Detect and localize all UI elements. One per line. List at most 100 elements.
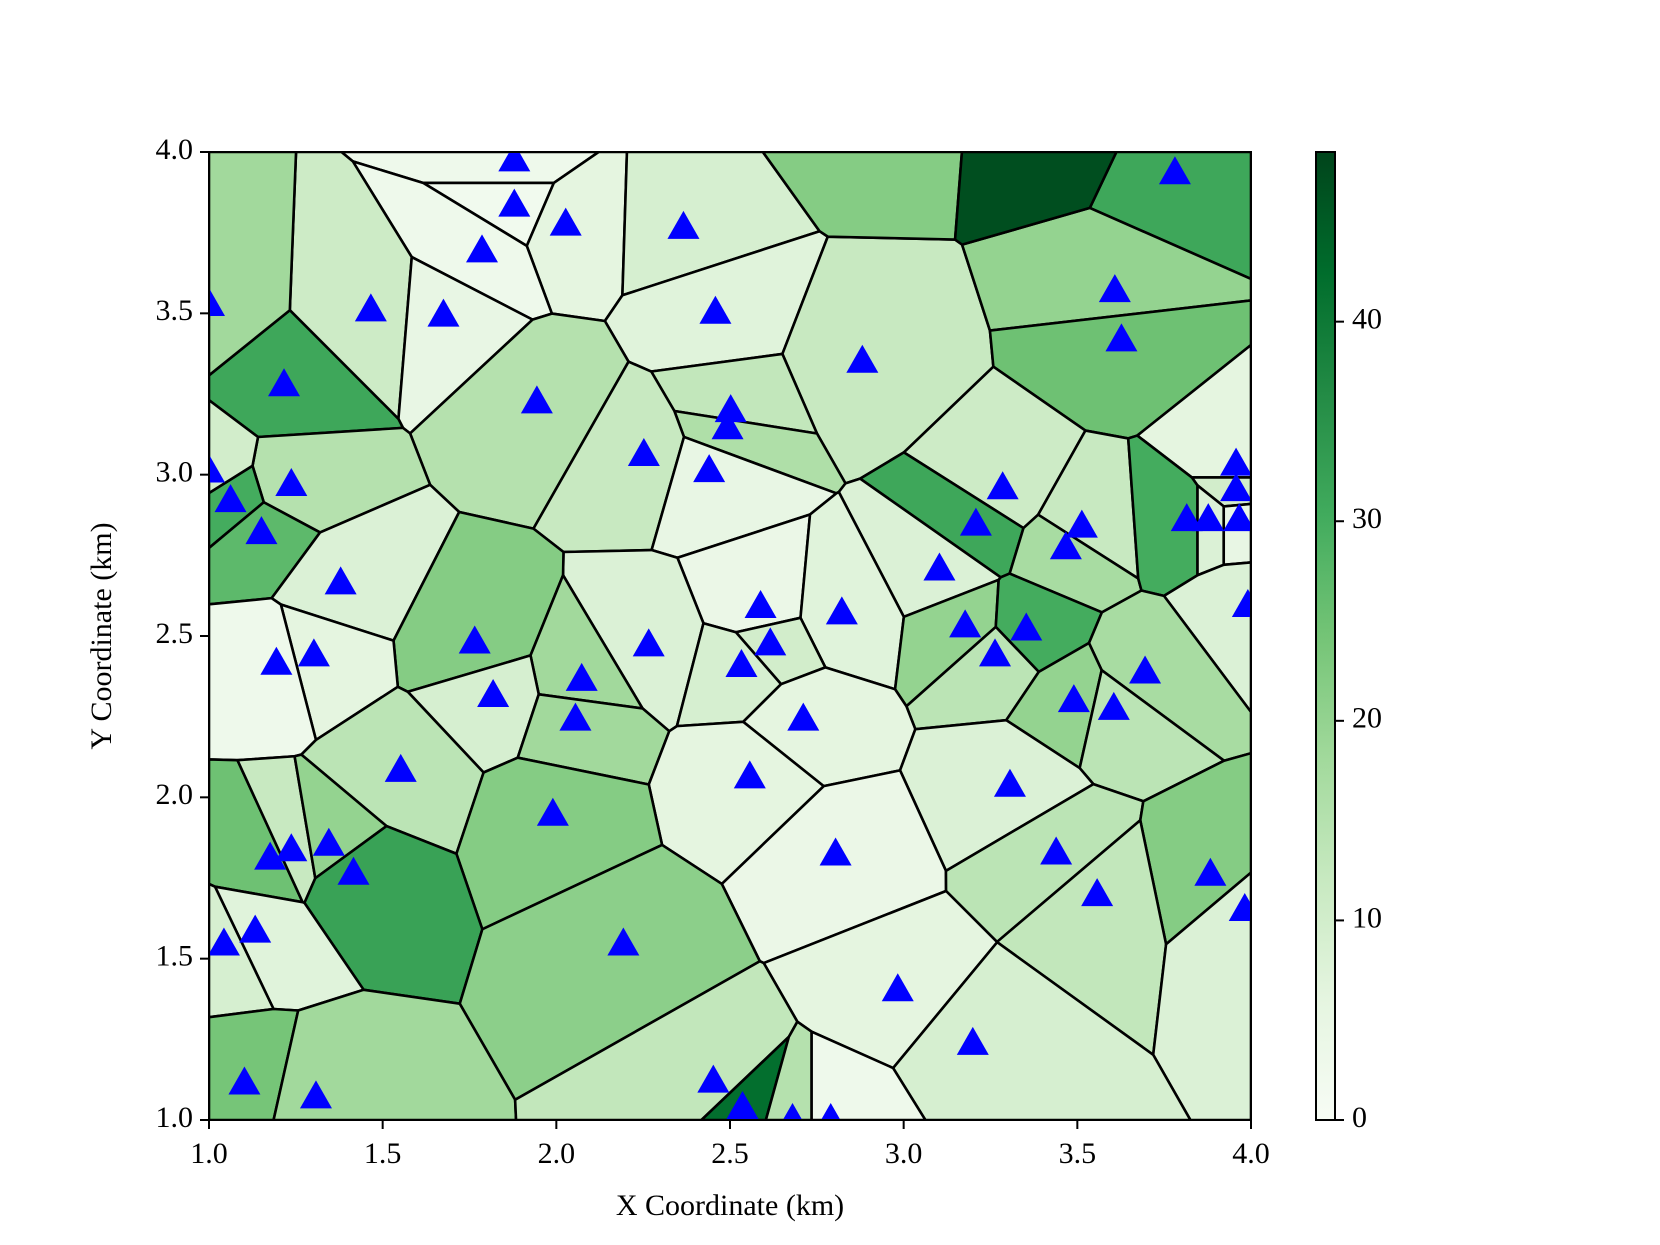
site-marker: [209, 454, 225, 483]
site-marker: [228, 1066, 261, 1095]
site-marker: [881, 973, 914, 1002]
site-marker: [1170, 503, 1203, 532]
site-marker: [1010, 612, 1043, 641]
site-marker: [744, 589, 777, 618]
site-marker: [1097, 691, 1130, 720]
site-marker: [711, 411, 744, 440]
site-marker: [209, 927, 240, 956]
site-marker: [993, 768, 1026, 797]
site-marker: [1105, 323, 1138, 352]
site-marker: [725, 649, 758, 678]
site-marker: [846, 344, 879, 373]
colorbar-tick-label: 10: [1352, 901, 1382, 934]
site-marker: [337, 856, 370, 885]
site-marker: [821, 1103, 841, 1120]
x-axis-label: X Coordinate (km): [616, 1189, 844, 1222]
x-tick-label: 2.0: [538, 1137, 576, 1170]
site-marker: [853, 96, 885, 124]
site-marker: [714, 394, 747, 423]
site-marker: [1228, 892, 1251, 921]
site-marker: [520, 385, 553, 414]
site-marker: [979, 638, 1012, 667]
site-marker: [214, 484, 247, 513]
site-marker: [697, 1064, 730, 1093]
site-marker: [787, 702, 820, 731]
site-marker: [549, 207, 582, 236]
site-marker: [1044, 109, 1076, 137]
site-marker: [299, 1080, 332, 1109]
site-marker: [782, 1103, 803, 1120]
voronoi-cell: [209, 398, 260, 495]
voronoi-cell: [810, 1030, 927, 1120]
site-marker: [632, 628, 665, 657]
site-marker: [956, 1026, 989, 1055]
site-marker: [427, 298, 460, 327]
plot-area: [209, 96, 1251, 1120]
site-marker: [1081, 878, 1114, 907]
site-marker: [260, 646, 293, 675]
site-marker: [607, 927, 640, 956]
site-marker: [498, 188, 531, 217]
site-marker: [254, 841, 287, 870]
site-marker: [1040, 836, 1073, 865]
site-marker: [275, 833, 308, 862]
site-marker: [1065, 509, 1098, 538]
y-tick-label: 1.0: [156, 1101, 194, 1134]
colorbar-tick-label: 30: [1352, 502, 1382, 535]
colorbar-tick-label: 0: [1352, 1101, 1367, 1134]
colorbar: [1315, 151, 1336, 1121]
site-marker: [733, 760, 766, 789]
site-marker: [384, 753, 417, 782]
x-tick-label: 4.0: [1232, 1137, 1270, 1170]
y-tick-label: 4.0: [156, 133, 194, 166]
y-tick-label: 2.0: [156, 778, 194, 811]
site-marker: [1220, 473, 1251, 502]
site-marker: [754, 627, 787, 656]
site-marker: [275, 467, 308, 496]
site-marker: [986, 471, 1019, 500]
y-axis-label: Y Coordinate (km): [85, 522, 118, 749]
site-marker: [825, 596, 858, 625]
site-marker: [726, 1091, 759, 1120]
site-marker: [1231, 588, 1251, 617]
site-marker: [536, 797, 569, 826]
voronoi-cell: [209, 152, 298, 377]
site-marker: [324, 566, 357, 595]
site-marker: [1223, 503, 1251, 532]
site-marker: [477, 679, 510, 708]
y-tick-label: 1.5: [156, 940, 194, 973]
x-tick-label: 1.5: [364, 1137, 402, 1170]
site-marker: [1049, 531, 1082, 560]
site-marker: [498, 152, 531, 172]
site-marker: [466, 234, 499, 263]
y-tick-label: 2.5: [156, 617, 194, 650]
site-marker: [312, 827, 345, 856]
x-tick-label: 3.5: [1059, 1137, 1097, 1170]
site-marker: [693, 454, 726, 483]
site-marker: [699, 295, 732, 324]
site-marker: [559, 702, 592, 731]
y-tick-label: 3.0: [156, 456, 194, 489]
voronoi-cell: [272, 988, 518, 1120]
y-tick-label: 3.5: [156, 294, 194, 327]
site-marker: [354, 293, 387, 322]
site-marker: [297, 638, 330, 667]
site-marker: [1129, 655, 1162, 684]
x-tick-label: 3.0: [885, 1137, 923, 1170]
site-marker: [1192, 503, 1225, 532]
site-marker: [1057, 684, 1090, 713]
colorbar-tick-label: 40: [1352, 303, 1382, 336]
site-marker: [239, 914, 272, 943]
site-marker: [959, 507, 992, 536]
x-tick-label: 1.0: [190, 1137, 228, 1170]
site-marker: [565, 662, 598, 691]
voronoi-cell: [953, 152, 1118, 246]
x-tick-label: 2.5: [711, 1137, 749, 1170]
colorbar-tick-label: 20: [1352, 702, 1382, 735]
site-marker: [268, 368, 301, 397]
site-marker: [1194, 857, 1227, 886]
site-marker: [949, 609, 982, 638]
site-marker: [923, 552, 956, 581]
voronoi-cell: [764, 1020, 813, 1120]
